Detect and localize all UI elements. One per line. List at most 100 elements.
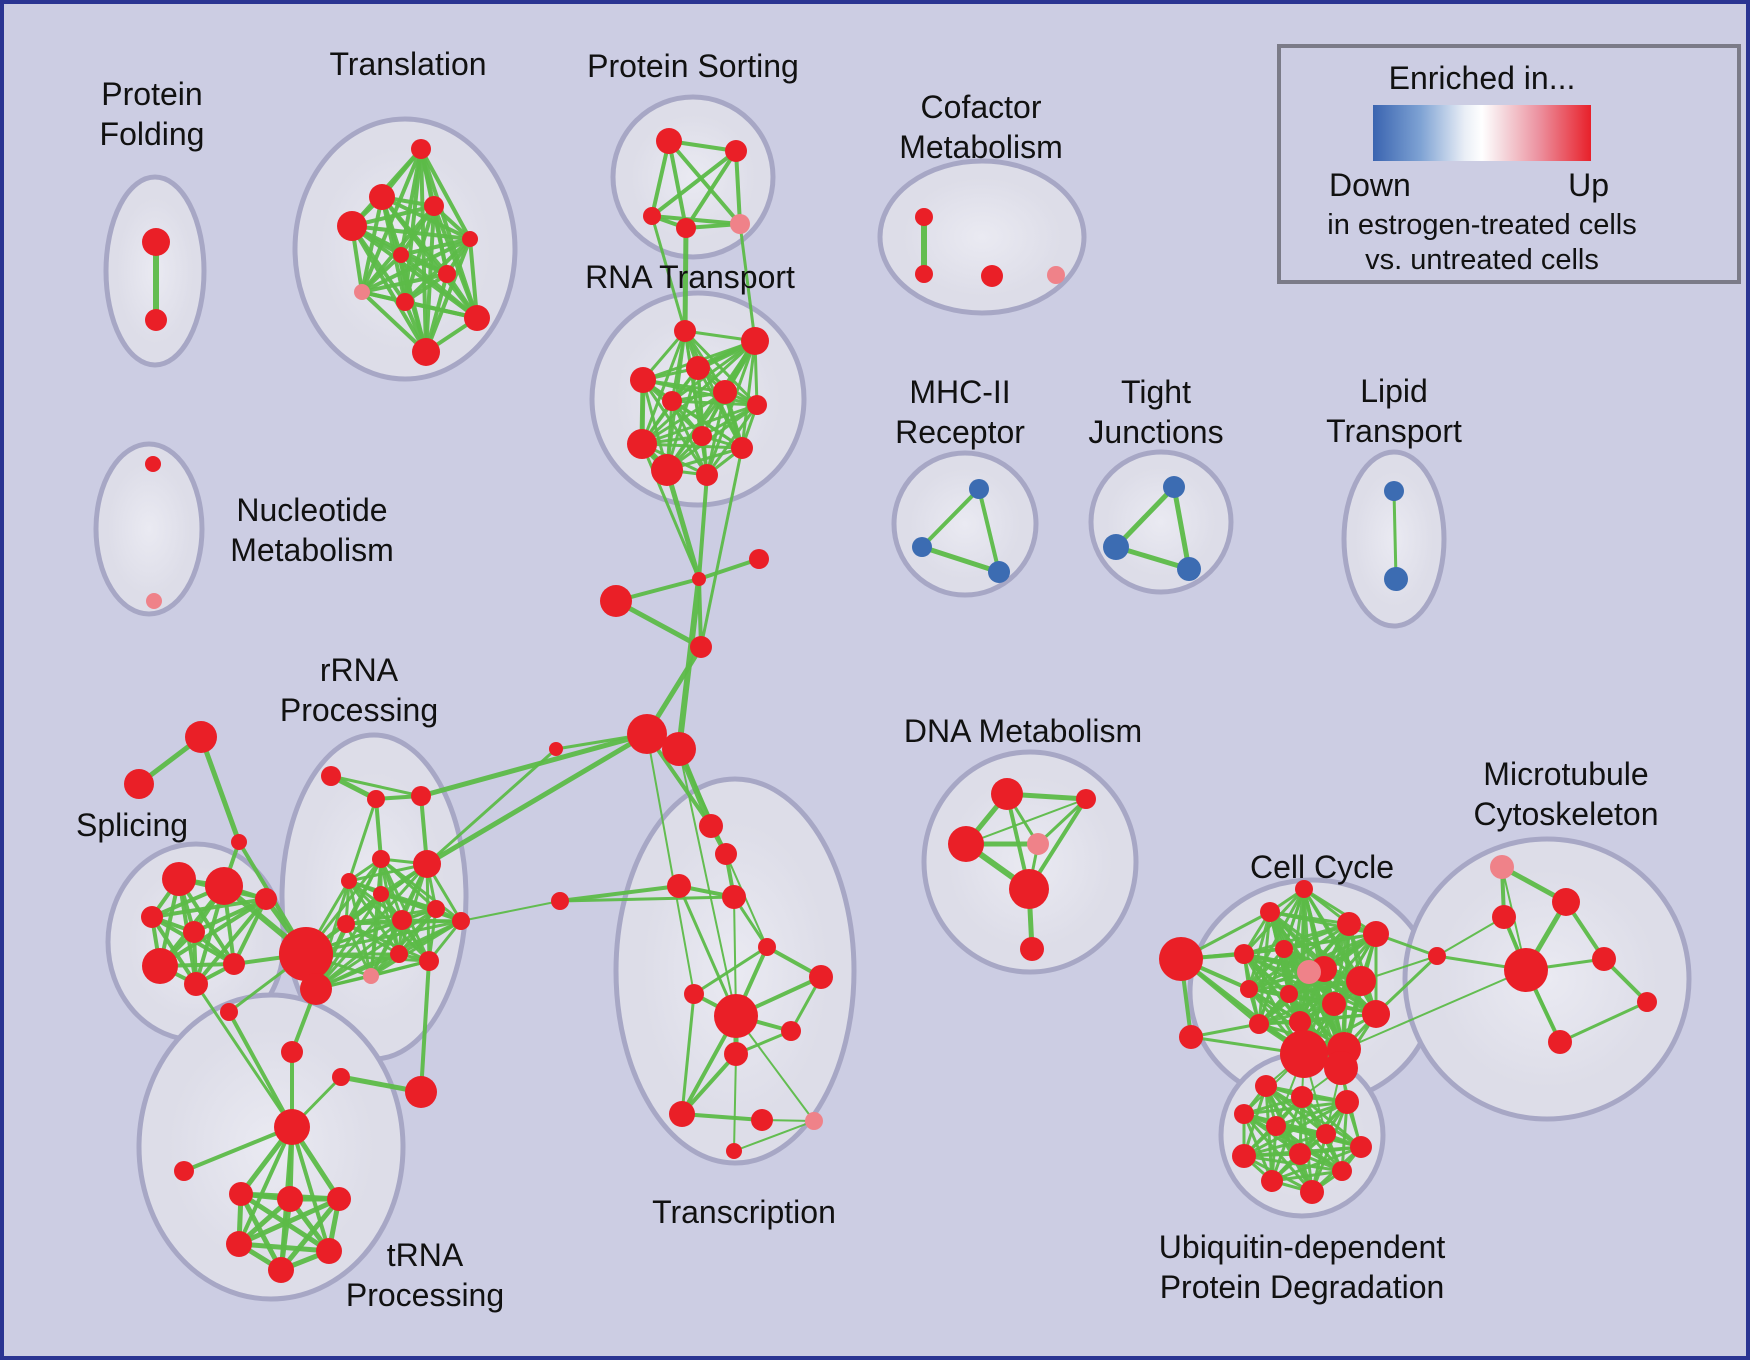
node-p6 [184,972,208,996]
node-u1 [1255,1075,1277,1097]
node-u2 [1291,1086,1313,1108]
clique-2-edge-rt2-rt10 [740,339,757,450]
node-c5 [549,742,563,756]
node-x6 [758,938,776,956]
clique-6-edge-n1-n13 [1257,910,1272,1026]
node-t7 [438,265,456,283]
node-s2 [124,769,154,799]
node-n14 [1289,1011,1311,1033]
node-ps5 [730,214,750,234]
node-t5 [462,231,478,247]
node-c3 [600,585,632,617]
edge-rt10-c4 [699,446,744,649]
edge-x11-x12 [680,1052,738,1116]
clique-0-edge-t4-t5 [350,224,472,241]
edge-p6-q1 [194,982,294,1129]
edge-q1-q2 [182,1125,294,1173]
node-g2 [1179,1025,1203,1049]
edge-mh2-mh3 [919,544,1002,575]
node-c4 [690,636,712,658]
node-pk [1297,960,1321,984]
node-g1 [1159,937,1203,981]
node-rt8 [692,426,712,446]
clique-1-edge-ps2-ps5 [734,149,742,226]
node-s1 [185,721,217,753]
node-b2 [405,1076,437,1108]
edge-x2-x6 [725,853,768,948]
clique-6-edge-n2-n5 [1242,887,1306,956]
legend-gradient-bar [1373,105,1591,161]
clique-0-edge-t5-t6 [399,237,472,257]
node-lt2 [1384,567,1408,591]
legend-title: Enriched in... [1388,60,1576,96]
node-rt12 [696,464,718,486]
edge-mh1-mh2 [920,487,981,549]
node-rt7 [747,395,767,415]
cluster-translation-label: Translation [329,46,486,82]
node-x1 [699,814,723,838]
cluster-ubiquitin-degradation-label: Ubiquitin-dependent [1159,1229,1446,1265]
clique-2-edge-rt5-rt9 [640,390,727,446]
cluster-mhc-ii-receptor-label: MHC-II [909,374,1010,410]
clique-3-edge-p5-p8 [158,897,268,968]
node-r1 [321,766,341,786]
edge-x15-x14 [733,1120,815,1152]
clique-7-edge-u5-u12 [1310,1100,1349,1194]
clique-7-edge-u4-u5 [1274,1100,1349,1128]
node-tj1 [1163,476,1185,498]
node-u8 [1232,1144,1256,1168]
node-x8 [684,984,704,1004]
node-rt10 [731,437,753,459]
cluster-tight-junctions-label: Tight [1121,374,1191,410]
clique-2-edge-rt7-rt12 [705,403,759,477]
node-x3 [667,874,691,898]
node-R1 [279,927,333,981]
clique-1-edge-ps1-ps5 [667,139,742,226]
clique-2-edge-rt1-rt9 [640,329,687,446]
node-r3 [411,786,431,806]
edge-h1-r6 [424,731,650,867]
node-p4 [183,921,205,943]
node-n16 [1280,1030,1328,1078]
clique-5-edge-q5-q6 [236,1196,342,1247]
edge-m6-m7 [1558,1000,1649,1044]
legend-box: Enriched in... Down Up in estrogen-treat… [1277,44,1741,284]
node-h2 [662,732,696,766]
node-tj2 [1103,534,1129,560]
cluster-tight-junctions-ellipse [1088,449,1234,595]
node-n4 [1363,921,1389,947]
node-q6 [226,1231,252,1257]
node-p2 [205,867,243,905]
node-u5 [1335,1090,1359,1114]
clique-0-edge-t1-t5 [419,147,472,241]
node-q2 [174,1161,194,1181]
node-cm3 [981,265,1003,287]
edge-tj1-tj2 [1113,484,1177,550]
node-r5 [341,873,357,889]
node-n1 [1260,902,1280,922]
clique-0-edge-t2-t8 [360,195,384,294]
cluster-nucleotide-metabolism-ellipse [93,441,205,617]
edge-x5-r14 [460,900,561,922]
edge-ps4-rt1 [682,225,689,334]
clique-1-edge-ps1-ps4 [667,139,688,230]
node-r11 [427,900,445,918]
clique-6-edge-n8-n9 [1247,979,1363,991]
edge-s1-s3 [198,734,242,845]
node-r4 [372,850,390,868]
node-bm [1428,947,1446,965]
clique-6-edge-n2-n4 [1302,887,1378,936]
node-pf1 [142,228,170,256]
node-rt11 [651,454,683,486]
node-x11 [724,1042,748,1066]
node-t8 [354,284,370,300]
node-u7 [1289,1143,1311,1165]
cluster-protein-folding-label: Protein [101,76,202,112]
cluster-mhc-ii-receptor-label: Receptor [895,414,1025,450]
edge-x12-x13 [680,1112,764,1122]
cluster-lipid-transport-label: Transport [1326,413,1462,449]
cluster-cofactor-metabolism-label: Metabolism [899,129,1063,165]
edge-c1-h2 [676,576,702,752]
node-nm1 [145,456,161,472]
